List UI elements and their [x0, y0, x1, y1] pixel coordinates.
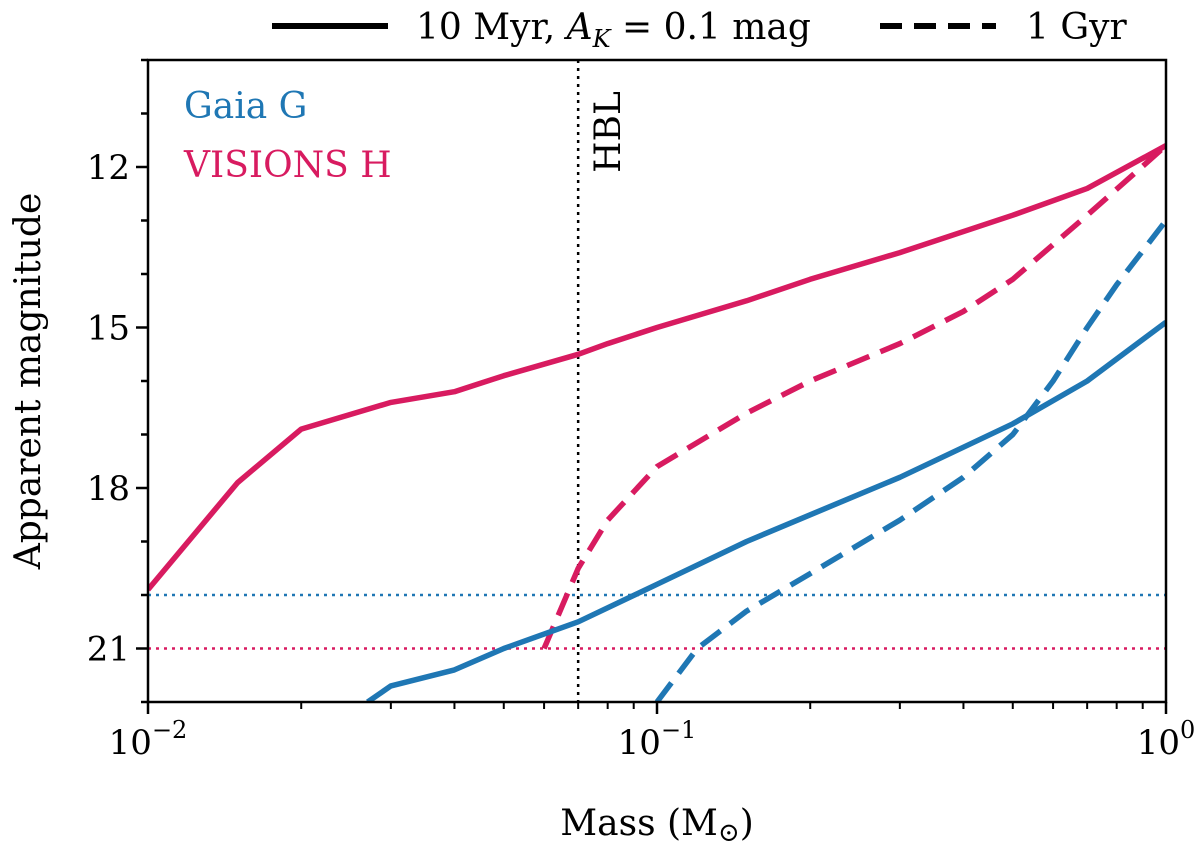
series-group: [148, 143, 1166, 702]
legend-solid-label: 10 Myr, AK = 0.1 mag: [416, 7, 811, 53]
x-axis: 10−2 10−1 100: [109, 702, 1196, 763]
x-axis-label: Mass (M⊙): [560, 803, 753, 848]
hbl-label: HBL: [588, 91, 629, 173]
y-tick-label: 18: [87, 469, 130, 509]
legend-dashed-label: 1 Gyr: [1026, 7, 1127, 48]
y-tick-label: 12: [87, 148, 130, 188]
x-tick-label: 10−1: [618, 716, 697, 763]
visions-h-label: VISIONS H: [183, 145, 392, 186]
series-line-3: [654, 218, 1166, 702]
y-axis: 12 15 18 21: [87, 58, 148, 704]
x-tick-label: 10−2: [109, 716, 188, 763]
gaia-g-label: Gaia G: [184, 86, 307, 127]
x-tick-label: 100: [1137, 716, 1196, 763]
y-tick-label: 15: [87, 309, 130, 349]
series-line-1: [541, 143, 1166, 650]
y-axis-label: Apparent magnitude: [8, 193, 49, 571]
legend: 10 Myr, AK = 0.1 mag 1 Gyr: [272, 7, 1127, 53]
threshold-lines: [148, 593, 1166, 650]
series-line-0: [148, 143, 1166, 592]
y-tick-label: 21: [87, 630, 130, 670]
